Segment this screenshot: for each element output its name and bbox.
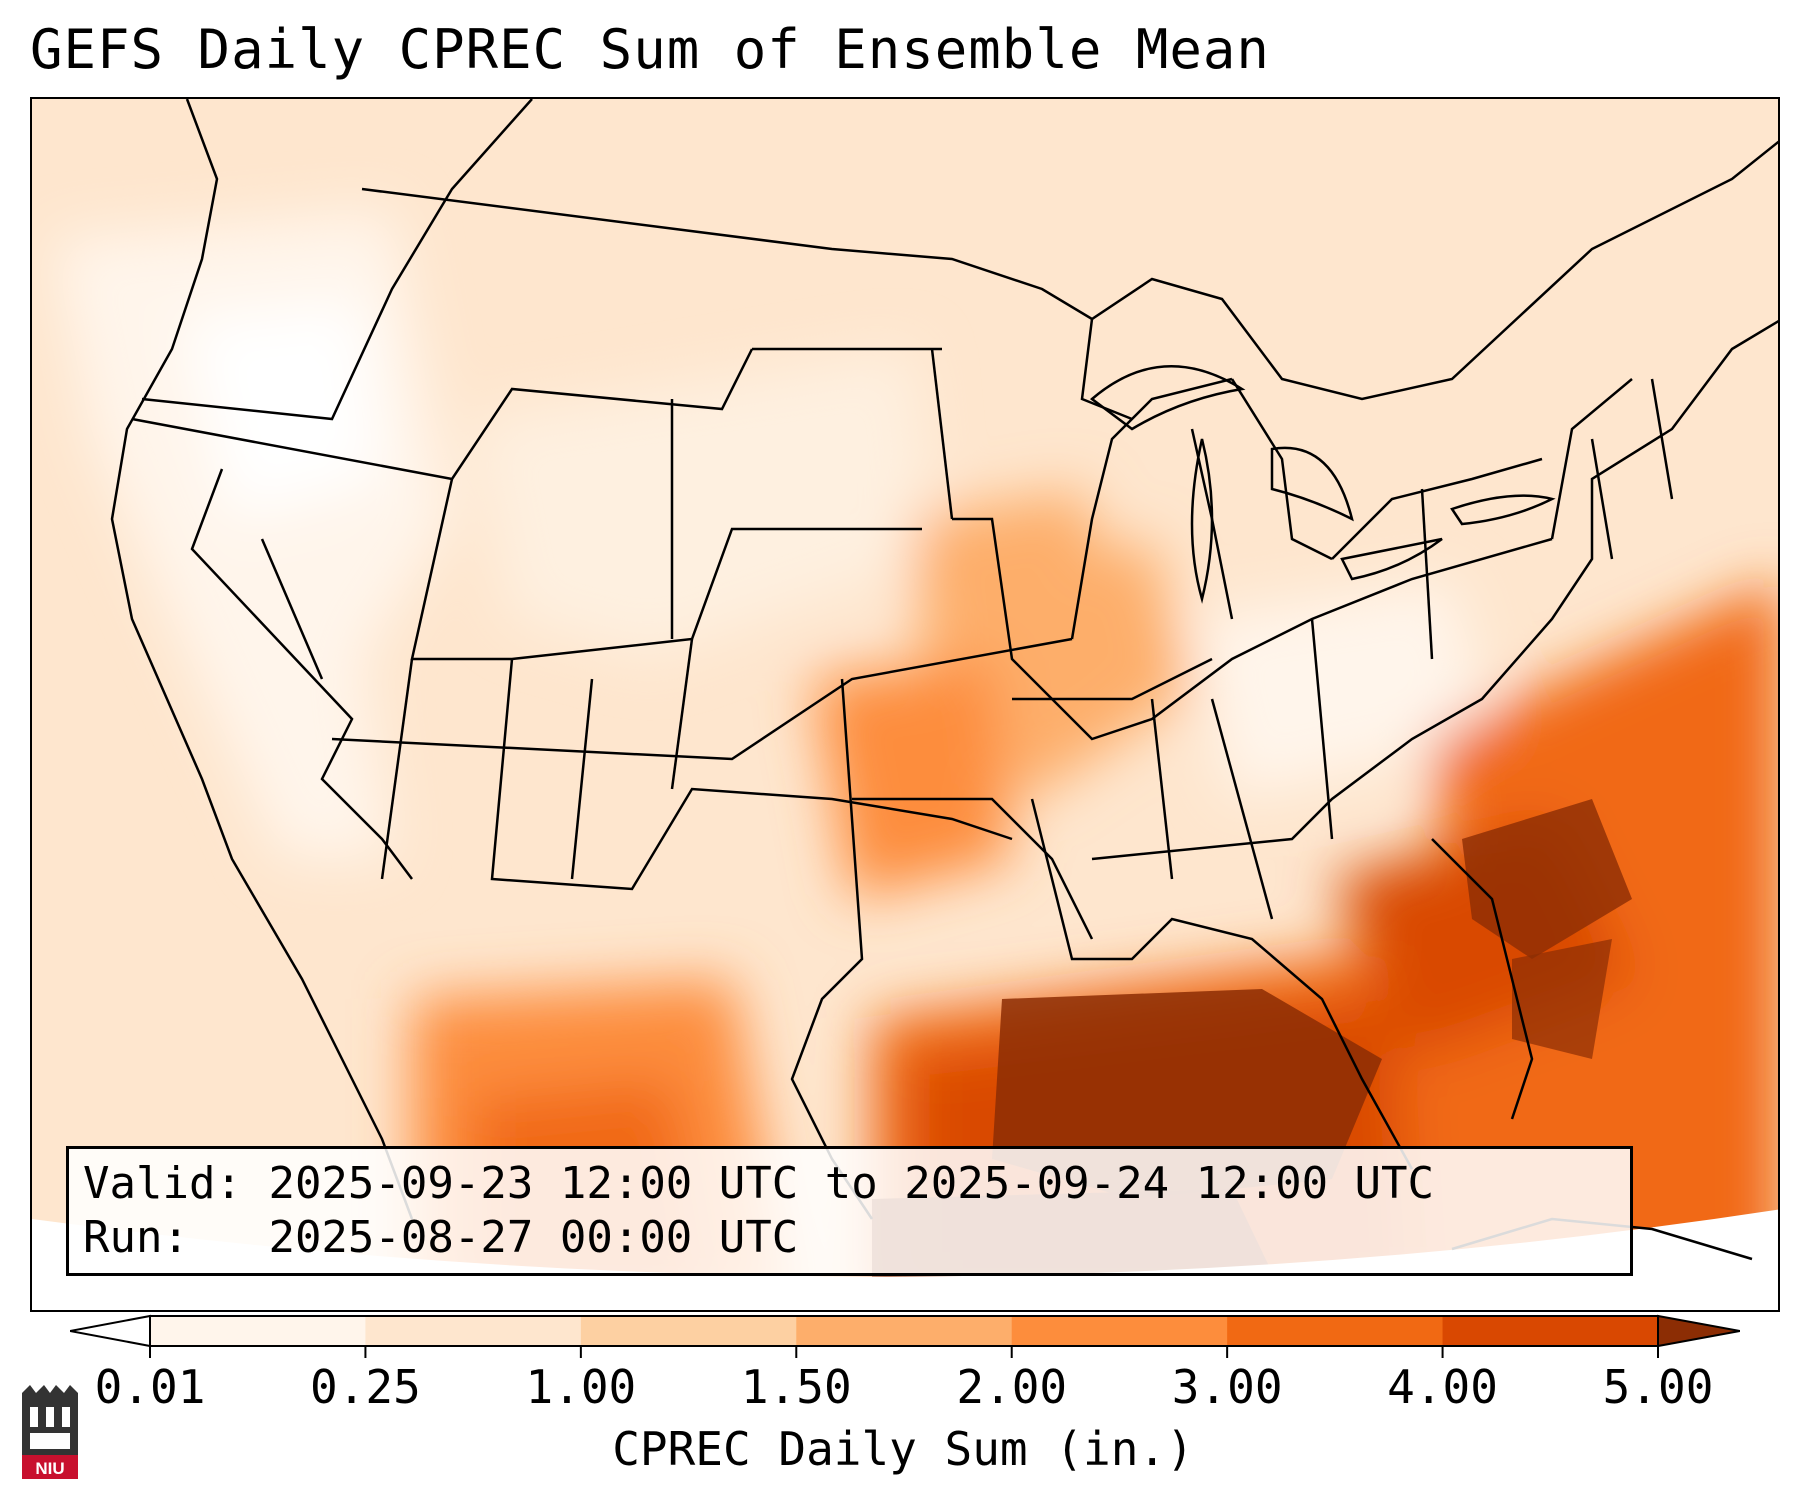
colorbar-tick-label: 4.00 [1387, 1360, 1498, 1414]
colorbar [70, 1314, 1740, 1358]
run-label: Run: [83, 1212, 189, 1263]
colorbar-tick-label: 0.25 [310, 1360, 421, 1414]
valid-label: Valid: [83, 1158, 242, 1209]
colorbar-under-arrow [70, 1314, 151, 1348]
map-borders [110, 99, 1778, 1261]
colorbar-tick-label: 1.50 [740, 1360, 852, 1414]
colorbar-tick-label: 5.00 [1602, 1360, 1714, 1414]
run-time: 2025-08-27 00:00 UTC [268, 1212, 799, 1263]
colorbar-segment [150, 1316, 366, 1346]
niu-logo: NIU [22, 1385, 78, 1479]
colorbar-segment [1442, 1316, 1659, 1346]
domain-edge [32, 1209, 1778, 1310]
valid-time-range: 2025-09-23 12:00 UTC to 2025-09-24 12:00… [268, 1158, 1435, 1209]
colorbar-segment [365, 1316, 582, 1346]
map-canvas [32, 99, 1778, 1310]
colorbar-segment [1227, 1316, 1444, 1346]
colorbar-tick-label: 2.00 [956, 1360, 1068, 1414]
colorbar-ticks [149, 1346, 1659, 1358]
colorbar-outline [149, 1315, 1659, 1347]
colorbar-segments [70, 1314, 1740, 1348]
colorbar-tick-label: 3.00 [1171, 1360, 1283, 1414]
colorbar-segment [580, 1316, 797, 1346]
logo-text: NIU [35, 1459, 64, 1478]
precipitation-map [30, 97, 1780, 1312]
colorbar-segment [796, 1316, 1013, 1346]
colorbar-segment [1011, 1316, 1228, 1346]
logo-red-band [22, 1455, 78, 1479]
colorbar-tick-label: 0.01 [94, 1360, 206, 1414]
map-title: GEFS Daily CPREC Sum of Ensemble Mean [30, 18, 1270, 81]
logo-building [22, 1393, 78, 1465]
valid-run-info-box: Valid: 2025-09-23 12:00 UTC to 2025-09-2… [66, 1146, 1633, 1276]
colorbar-over-arrow [1657, 1314, 1740, 1348]
great-lakes [1090, 365, 1556, 604]
colorbar-label: CPREC Daily Sum (in.) [612, 1422, 1194, 1476]
colorbar-tick-label: 1.00 [525, 1360, 637, 1414]
